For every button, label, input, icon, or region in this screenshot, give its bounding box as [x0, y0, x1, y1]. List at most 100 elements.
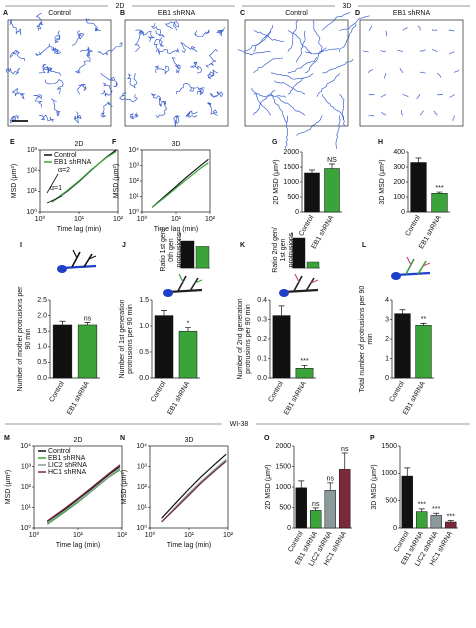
icon — [72, 249, 97, 260]
y-tick-label: 1.0 — [139, 323, 149, 330]
x-axis-label: Time lag (min) — [57, 226, 101, 233]
error-bar — [161, 310, 167, 316]
track — [97, 42, 123, 56]
y-tick-label: 10⁰ — [128, 208, 139, 216]
icon — [294, 273, 319, 284]
panel-letter: F — [112, 139, 117, 146]
series-line — [46, 468, 121, 524]
y-tick-label: 10⁰ — [136, 524, 147, 532]
bar — [410, 162, 427, 213]
inset-bar — [306, 261, 320, 269]
y-axis-label: 3D MSD (μm²) — [379, 159, 386, 205]
track — [285, 115, 289, 149]
inset-bar — [195, 246, 210, 269]
y-tick-label: 10¹ — [137, 504, 148, 511]
error-bar — [433, 512, 440, 516]
header: 2D — [116, 3, 125, 10]
error-bar — [420, 323, 427, 326]
error-bar — [447, 520, 454, 522]
track — [381, 111, 387, 116]
track — [35, 43, 55, 57]
track — [157, 47, 180, 55]
y-tick-label: 0 — [287, 525, 291, 532]
panel-letter: P — [370, 435, 375, 442]
section-label: WI-38 — [230, 421, 249, 428]
track — [416, 94, 421, 99]
bar — [310, 510, 322, 529]
x-tick-label: EB1 shRNA — [402, 380, 427, 416]
x-tick-label: Control — [48, 380, 66, 403]
x-tick-label: EB1 shRNA — [418, 214, 443, 250]
y-tick-label: 500 — [287, 194, 299, 201]
track — [402, 93, 409, 98]
significance: *** — [300, 358, 308, 365]
y-tick-label: 0 — [385, 375, 389, 382]
significance: ns — [312, 501, 320, 508]
reference-line — [46, 173, 59, 194]
bar — [272, 315, 291, 379]
series-line — [151, 158, 209, 208]
track — [322, 58, 354, 74]
error-bar — [185, 327, 191, 332]
panel-letter: E — [10, 139, 15, 146]
track — [287, 20, 299, 52]
y-tick-label: 10² — [27, 168, 38, 175]
error-bar — [329, 163, 335, 169]
x-tick-label: Control — [150, 380, 168, 403]
panel-letter: O — [264, 435, 270, 442]
x-axis-label: Time lag (min) — [167, 542, 211, 549]
error-bar — [59, 320, 66, 325]
y-tick-label: 0.4 — [257, 297, 267, 304]
panel-letter: I — [20, 242, 22, 249]
track — [253, 25, 273, 53]
error-bar — [399, 309, 406, 314]
y-tick-label: 10² — [21, 484, 32, 491]
track — [417, 25, 421, 31]
y-axis-label: MSD (μm²) — [5, 469, 12, 505]
y-tick-label: 1000 — [381, 470, 397, 477]
bar — [324, 490, 336, 529]
bar — [52, 324, 73, 379]
significance: ns — [341, 446, 349, 453]
track — [287, 73, 314, 95]
track — [180, 41, 198, 54]
track — [339, 15, 370, 31]
image-title: EB1 shRNA — [158, 10, 196, 17]
track — [207, 101, 218, 116]
x-tick-label: 10¹ — [171, 216, 182, 223]
panel-letter: H — [378, 139, 383, 146]
y-tick-label: 1500 — [283, 164, 299, 171]
significance: *** — [418, 502, 426, 509]
x-axis-label: Time lag (min) — [154, 226, 198, 233]
error-bar — [341, 452, 348, 470]
y-tick-label: 0.1 — [257, 355, 267, 362]
series-line — [46, 464, 121, 522]
panel-letter: D — [355, 10, 360, 17]
track — [419, 110, 424, 116]
significance: *** — [447, 513, 455, 520]
track — [9, 19, 22, 36]
track — [194, 29, 210, 38]
error-bar — [301, 364, 308, 369]
track — [312, 20, 323, 52]
track — [452, 115, 455, 122]
y-tick-label: 3 — [385, 316, 389, 323]
icon — [167, 288, 203, 294]
error-bar — [418, 508, 425, 512]
y-tick-label: 200 — [393, 179, 405, 186]
track — [54, 30, 61, 44]
track — [189, 61, 203, 74]
track — [11, 87, 26, 100]
panel-letter: G — [272, 139, 278, 146]
significance: NS — [327, 157, 337, 164]
y-tick-label: 2.0 — [37, 312, 47, 319]
series-line — [161, 460, 227, 523]
plot-frame — [149, 445, 229, 529]
track — [52, 47, 62, 55]
panel-letter: J — [122, 242, 126, 249]
y-tick-label: 0.0 — [257, 375, 267, 382]
y-tick-label: 1500 — [381, 443, 397, 450]
track — [368, 115, 375, 117]
track — [380, 50, 386, 53]
